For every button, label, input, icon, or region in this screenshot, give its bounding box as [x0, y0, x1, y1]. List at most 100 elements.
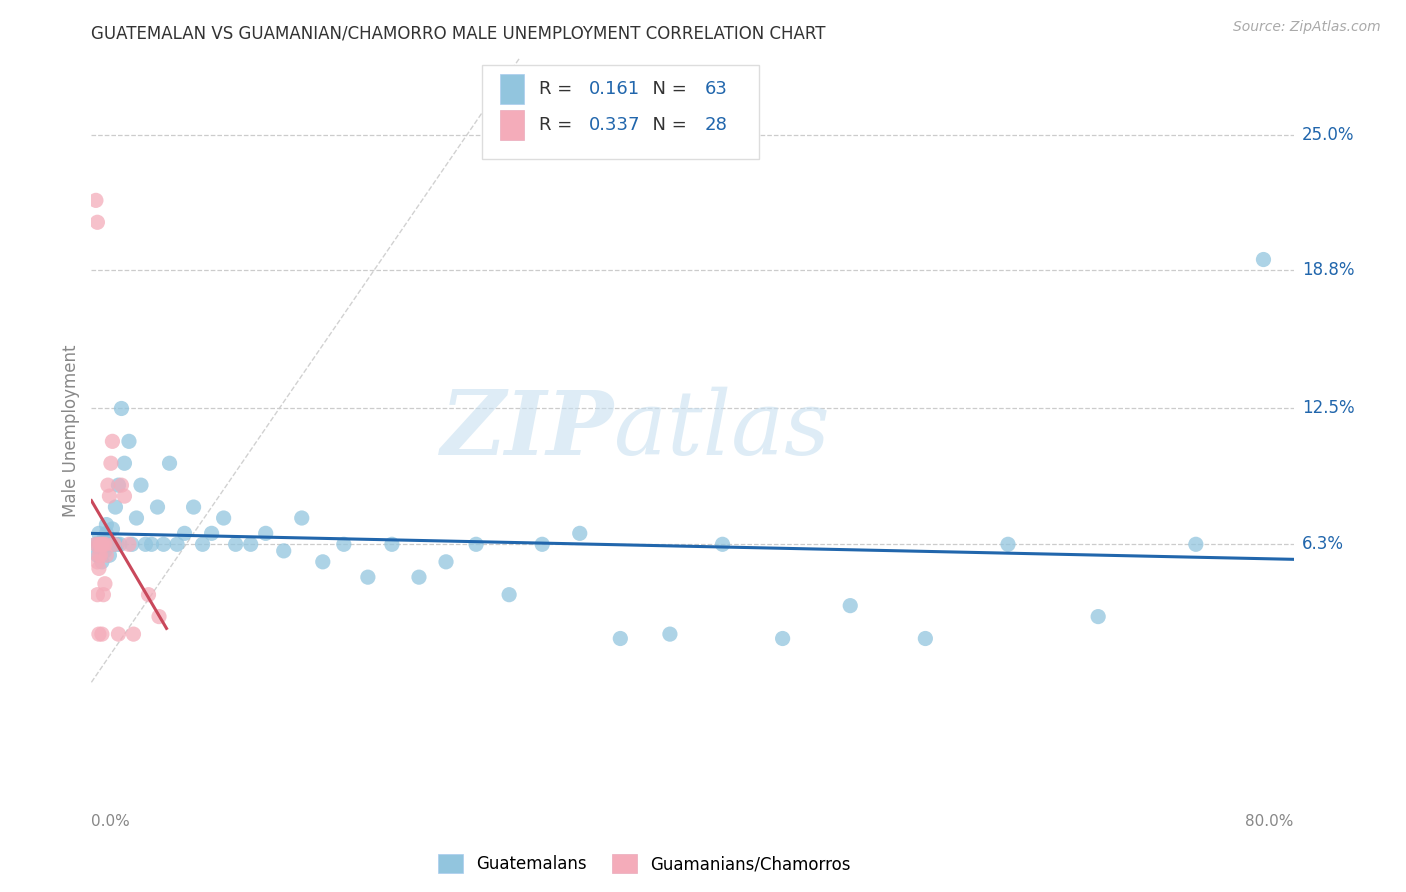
Point [114, 489, 136, 503]
Point [146, 500, 169, 514]
Text: atlas: atlas [614, 387, 830, 474]
Point [94, 537, 117, 551]
Text: R =: R = [538, 116, 578, 134]
Point [166, 537, 188, 551]
Point [101, 434, 124, 449]
Point [101, 522, 124, 536]
Point [110, 401, 132, 416]
Point [658, 627, 681, 641]
Point [110, 478, 132, 492]
Text: 18.8%: 18.8% [1302, 261, 1354, 279]
Point [152, 537, 174, 551]
Point [87, 627, 110, 641]
Point [93, 588, 115, 602]
Point [914, 632, 936, 646]
Point [1087, 609, 1109, 624]
Point [465, 537, 488, 551]
Point [87, 537, 110, 551]
Point [183, 500, 205, 514]
Point [90, 537, 112, 551]
Point [96, 517, 118, 532]
Text: 0.0%: 0.0% [91, 814, 131, 829]
Text: R =: R = [538, 80, 578, 98]
Point [239, 537, 262, 551]
Point [312, 555, 335, 569]
Point [1185, 537, 1208, 551]
Point [98, 548, 121, 562]
Point [94, 576, 117, 591]
FancyBboxPatch shape [501, 110, 524, 140]
Point [997, 537, 1019, 551]
Point [772, 632, 794, 646]
Point [141, 537, 163, 551]
Point [357, 570, 380, 584]
Point [212, 511, 235, 525]
Text: N =: N = [641, 116, 692, 134]
Point [87, 548, 110, 562]
Point [89, 544, 111, 558]
Point [86, 215, 108, 229]
Text: GUATEMALAN VS GUAMANIAN/CHAMORRO MALE UNEMPLOYMENT CORRELATION CHART: GUATEMALAN VS GUAMANIAN/CHAMORRO MALE UN… [91, 25, 825, 43]
Point [333, 537, 356, 551]
Text: 25.0%: 25.0% [1302, 126, 1354, 144]
Text: 80.0%: 80.0% [1246, 814, 1294, 829]
Point [84, 194, 107, 208]
Point [105, 537, 128, 551]
Point [134, 537, 156, 551]
Point [89, 537, 111, 551]
Point [121, 537, 143, 551]
Point [434, 555, 457, 569]
Point [97, 478, 120, 492]
Point [87, 537, 110, 551]
Point [148, 609, 170, 624]
Point [96, 548, 118, 562]
Point [84, 537, 107, 551]
Point [125, 511, 148, 525]
Point [159, 456, 181, 470]
Point [191, 537, 214, 551]
Point [118, 434, 141, 449]
Text: 0.337: 0.337 [589, 116, 641, 134]
Point [104, 500, 127, 514]
Point [498, 588, 520, 602]
Point [408, 570, 430, 584]
Point [86, 588, 108, 602]
Point [89, 548, 111, 562]
Point [118, 537, 141, 551]
Point [273, 544, 295, 558]
Point [97, 537, 120, 551]
Text: 0.161: 0.161 [589, 80, 640, 98]
Point [839, 599, 862, 613]
Text: 63: 63 [704, 80, 727, 98]
Point [225, 537, 247, 551]
Point [94, 544, 117, 558]
Point [98, 489, 121, 503]
Point [291, 511, 314, 525]
Text: 28: 28 [704, 116, 727, 134]
Text: Source: ZipAtlas.com: Source: ZipAtlas.com [1233, 20, 1381, 34]
Point [86, 555, 108, 569]
Point [568, 526, 591, 541]
Point [100, 456, 122, 470]
Point [90, 627, 112, 641]
Point [103, 537, 125, 551]
Point [138, 588, 160, 602]
Point [86, 548, 108, 562]
Point [87, 526, 110, 541]
Point [201, 526, 224, 541]
Point [90, 555, 112, 569]
Point [84, 537, 107, 551]
Point [254, 526, 277, 541]
Text: 12.5%: 12.5% [1302, 400, 1354, 417]
Point [122, 627, 145, 641]
Point [107, 627, 129, 641]
Point [108, 537, 131, 551]
Point [129, 478, 152, 492]
Legend: Guatemalans, Guamanians/Chamorros: Guatemalans, Guamanians/Chamorros [432, 847, 858, 880]
Point [96, 537, 118, 551]
FancyBboxPatch shape [501, 74, 524, 104]
Point [96, 526, 118, 541]
Point [93, 533, 115, 547]
Point [107, 478, 129, 492]
Point [93, 537, 115, 551]
